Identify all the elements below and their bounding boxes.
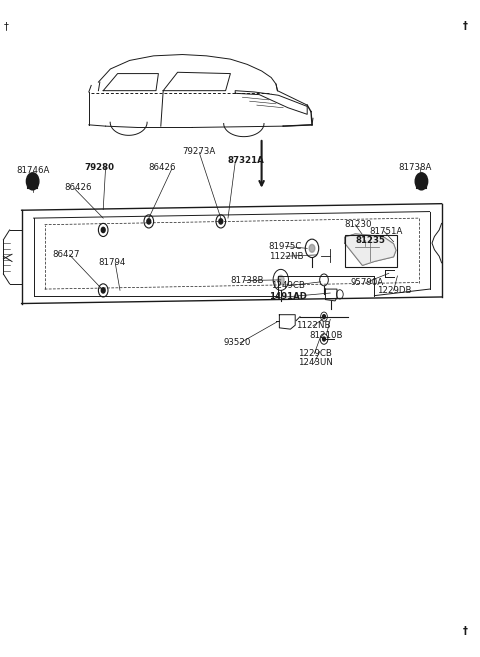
- Text: 1122NB: 1122NB: [296, 321, 331, 330]
- Text: 86426: 86426: [65, 183, 92, 192]
- Circle shape: [323, 337, 325, 341]
- Text: 86426: 86426: [149, 163, 176, 172]
- Text: 1243UN: 1243UN: [298, 358, 333, 367]
- Text: 81746A: 81746A: [17, 166, 50, 175]
- Text: †: †: [463, 21, 468, 31]
- Text: 81975C: 81975C: [269, 242, 302, 251]
- Circle shape: [147, 219, 151, 224]
- Circle shape: [101, 288, 105, 293]
- Circle shape: [309, 244, 315, 252]
- Circle shape: [415, 173, 428, 190]
- Text: 1249CB: 1249CB: [271, 281, 305, 290]
- Text: 79273A: 79273A: [182, 147, 216, 156]
- Text: 1122NB: 1122NB: [269, 252, 303, 261]
- Circle shape: [277, 275, 284, 284]
- Text: 87321A: 87321A: [228, 156, 265, 166]
- Text: 81210B: 81210B: [310, 330, 343, 340]
- Polygon shape: [345, 234, 396, 265]
- Text: 95790A: 95790A: [350, 278, 384, 287]
- Text: 1229CB: 1229CB: [298, 349, 332, 358]
- Text: 81738A: 81738A: [398, 163, 432, 172]
- Text: 1491AD: 1491AD: [269, 292, 307, 302]
- Text: 81794: 81794: [98, 258, 126, 267]
- Text: 86427: 86427: [53, 250, 80, 260]
- Text: 1229DB: 1229DB: [377, 286, 411, 295]
- Circle shape: [26, 173, 39, 190]
- Text: 81751A: 81751A: [370, 227, 403, 236]
- Circle shape: [219, 219, 223, 224]
- Text: 79280: 79280: [84, 163, 114, 172]
- Text: 93520: 93520: [223, 338, 251, 348]
- Circle shape: [323, 315, 325, 319]
- Text: 81738B: 81738B: [230, 276, 264, 285]
- Circle shape: [101, 227, 105, 233]
- Text: 81230: 81230: [345, 220, 372, 229]
- Text: †: †: [463, 626, 468, 636]
- Text: 81235: 81235: [355, 236, 385, 245]
- Text: †: †: [4, 21, 9, 31]
